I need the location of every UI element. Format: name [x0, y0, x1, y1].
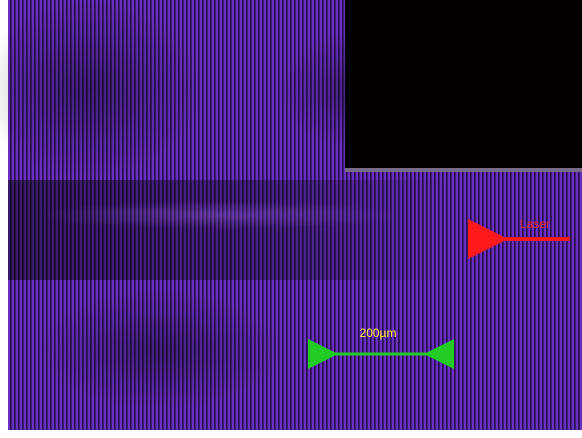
- image: [0, 0, 582, 430]
- page: Laser 200µm (() => { const data = JSON.p…: [0, 0, 582, 438]
- interferogram-view: Laser 200µm: [0, 0, 582, 438]
- shadow: [40, 290, 280, 410]
- inset-black: [345, 0, 582, 168]
- plasma-channel: [8, 180, 448, 280]
- laser-label: Laser: [520, 217, 550, 231]
- scale-bar-label: 200µm: [360, 326, 397, 340]
- inset-edge: [345, 168, 582, 172]
- channel-highlight: [40, 201, 400, 229]
